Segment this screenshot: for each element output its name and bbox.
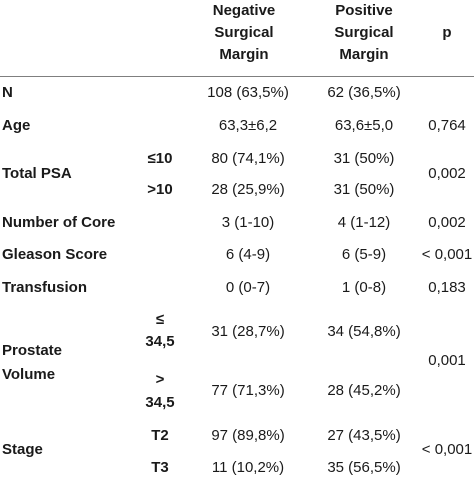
row-stage-sub2: T3 [151, 459, 169, 476]
row-volume-positive-2: 28 (45,2%) [327, 382, 401, 399]
header-negative-line2: Surgical [214, 24, 274, 41]
row-transfusion-p: 0,183 [428, 279, 466, 296]
row-cores-p: 0,002 [428, 214, 466, 231]
row-stage-positive-1: 27 (43,5%) [327, 427, 401, 444]
row-volume-negative-2: 77 (71,3%) [211, 382, 285, 399]
row-psa-p: 0,002 [428, 165, 466, 182]
row-gleason-label: Gleason Score [2, 246, 108, 263]
row-cores-label: Number of Core [2, 214, 116, 231]
header-negative-line1: Negative [212, 2, 276, 19]
row-n-negative: 108 (63,5%) [207, 84, 289, 101]
header-positive-line1: Positive [335, 2, 393, 19]
row-volume-positive-1: 34 (54,8%) [327, 323, 401, 340]
row-psa-sub1: ≤10 [147, 150, 173, 167]
row-n-positive: 62 (36,5%) [327, 84, 401, 101]
row-age-negative: 63,3±6,2 [218, 117, 278, 134]
header-divider [0, 76, 474, 77]
row-volume-sub2-value: 34,5 [145, 394, 175, 411]
row-volume-sub1-symbol: ≤ [155, 311, 165, 328]
row-volume-label-1: Prostate [2, 342, 63, 359]
row-psa-label: Total PSA [2, 165, 72, 182]
row-volume-p: 0,001 [428, 352, 466, 369]
header-positive-line3: Margin [339, 46, 389, 63]
row-psa-positive-2: 31 (50%) [333, 181, 395, 198]
row-volume-negative-1: 31 (28,7%) [211, 323, 285, 340]
row-stage-label: Stage [2, 441, 43, 458]
row-age-positive: 63,6±5,0 [334, 117, 394, 134]
row-psa-negative-1: 80 (74,1%) [211, 150, 285, 167]
row-stage-negative-1: 97 (89,8%) [211, 427, 285, 444]
row-transfusion-positive: 1 (0-8) [341, 279, 387, 296]
row-gleason-p: < 0,001 [421, 246, 473, 263]
row-psa-sub2: >10 [147, 181, 173, 198]
row-volume-label-2: Volume [2, 366, 56, 383]
row-volume-sub1-value: 34,5 [145, 333, 175, 350]
row-stage-negative-2: 11 (10,2%) [211, 459, 285, 476]
row-age-label: Age [2, 117, 31, 134]
row-age-p: 0,764 [428, 117, 466, 134]
row-n-label: N [2, 84, 13, 101]
row-gleason-negative: 6 (4-9) [225, 246, 271, 263]
row-psa-positive-1: 31 (50%) [333, 150, 395, 167]
row-stage-positive-2: 35 (56,5%) [327, 459, 401, 476]
row-transfusion-label: Transfusion [2, 279, 88, 296]
row-transfusion-negative: 0 (0-7) [225, 279, 271, 296]
row-volume-sub2-symbol: > [155, 371, 165, 388]
row-psa-negative-2: 28 (25,9%) [211, 181, 285, 198]
header-positive-line2: Surgical [334, 24, 394, 41]
row-stage-p: < 0,001 [421, 441, 473, 458]
row-stage-sub1: T2 [151, 427, 169, 444]
row-cores-positive: 4 (1-12) [337, 214, 391, 231]
row-cores-negative: 3 (1-10) [221, 214, 275, 231]
row-gleason-positive: 6 (5-9) [341, 246, 387, 263]
header-negative-line3: Margin [219, 46, 269, 63]
header-p: p [442, 24, 452, 41]
